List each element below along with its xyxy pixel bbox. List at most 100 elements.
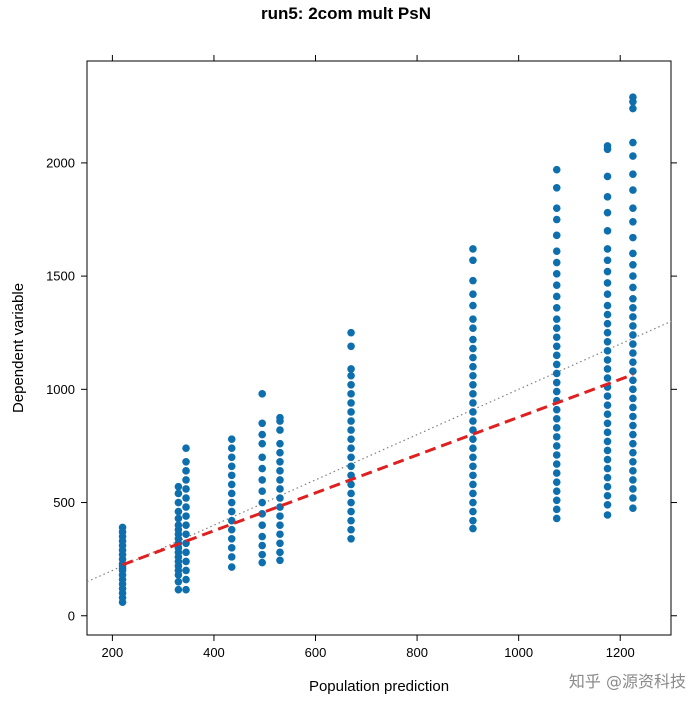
data-point [629, 376, 637, 385]
data-point [347, 525, 355, 534]
data-point [603, 473, 612, 482]
data-point [174, 514, 183, 523]
data-point [629, 367, 637, 376]
chart-title: run5: 2com mult PsN [261, 4, 431, 23]
data-point [469, 516, 477, 525]
data-point [469, 453, 477, 462]
data-point [469, 335, 477, 344]
y-axis-title: Dependent variable [10, 283, 27, 413]
data-point [603, 419, 612, 428]
data-point [347, 417, 355, 425]
data-point [182, 494, 190, 502]
trend-line-layer [122, 373, 634, 567]
data-point [603, 310, 612, 319]
data-point [182, 575, 190, 584]
data-point [629, 385, 637, 394]
data-point [469, 301, 477, 310]
data-point [469, 353, 477, 362]
data-point [603, 482, 612, 491]
data-point [629, 217, 637, 226]
data-point [552, 304, 561, 312]
x-tick-label: 400 [203, 645, 225, 660]
data-point [552, 324, 561, 332]
data-point [603, 172, 612, 181]
data-point [603, 245, 612, 253]
data-point [227, 507, 236, 516]
data-point [276, 476, 284, 484]
data-point [276, 512, 284, 520]
data-point [469, 524, 477, 533]
data-point [347, 498, 355, 507]
data-point [182, 512, 190, 520]
data-point [174, 577, 183, 586]
data-point [552, 281, 561, 289]
data-point [469, 408, 477, 416]
data-point [469, 417, 477, 425]
data-point [347, 480, 355, 489]
data-point [552, 215, 561, 224]
data-point [469, 498, 477, 507]
data-point [629, 138, 637, 147]
data-point [276, 539, 284, 548]
data-point [603, 501, 612, 509]
plot-frame [86, 60, 672, 636]
data-point [258, 476, 267, 484]
data-point [227, 480, 236, 489]
data-point [227, 534, 236, 543]
data-point [603, 347, 612, 355]
data-point [629, 152, 637, 160]
x-tick-label: 1000 [504, 645, 533, 660]
y-tick-label: 1000 [46, 382, 75, 397]
data-point [552, 270, 561, 278]
data-point [182, 476, 190, 484]
data-point [552, 231, 561, 240]
data-point [227, 498, 236, 507]
data-point [469, 462, 477, 471]
data-point [347, 342, 355, 351]
data-point [347, 516, 355, 525]
data-point [469, 471, 477, 480]
x-tick-label: 600 [305, 645, 327, 660]
data-point [603, 227, 612, 235]
data-point [258, 390, 267, 398]
data-point [347, 371, 355, 380]
data-point [182, 566, 190, 575]
data-point [629, 170, 637, 179]
data-point [552, 292, 561, 301]
data-point [118, 523, 127, 532]
reference-line [86, 320, 672, 583]
data-point [603, 208, 612, 217]
data-point [276, 439, 284, 448]
data-point [552, 505, 561, 514]
data-point [552, 247, 561, 256]
data-point [603, 279, 612, 287]
data-point [182, 444, 190, 452]
data-point [552, 514, 561, 523]
trend-line [122, 373, 634, 567]
data-point [182, 557, 190, 566]
data-point [629, 457, 637, 466]
data-point [603, 142, 612, 150]
data-point [227, 453, 236, 462]
data-point [227, 553, 236, 561]
data-point [276, 548, 284, 557]
data-point [276, 448, 284, 457]
data-point [603, 455, 612, 464]
data-point [629, 294, 637, 303]
data-point [552, 351, 561, 360]
data-point [469, 380, 477, 389]
data-point [347, 507, 355, 516]
data-point [469, 435, 477, 443]
data-point [347, 390, 355, 398]
data-point [629, 476, 637, 484]
data-point [347, 380, 355, 389]
data-point [603, 365, 612, 373]
data-point [629, 272, 637, 280]
data-point [629, 403, 637, 412]
data-point [603, 511, 612, 519]
data-point [469, 390, 477, 398]
data-point [347, 435, 355, 443]
data-point [258, 439, 267, 448]
data-point [552, 342, 561, 351]
data-point [469, 290, 477, 299]
